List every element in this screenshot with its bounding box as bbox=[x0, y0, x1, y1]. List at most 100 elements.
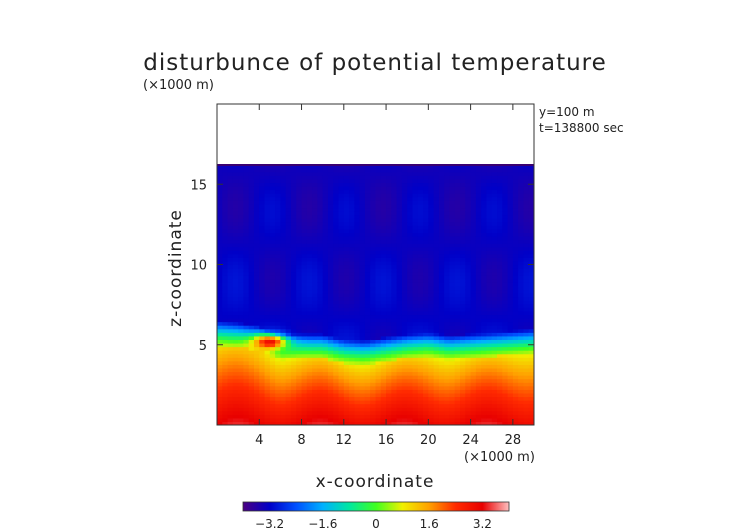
heatmap-cell bbox=[354, 253, 361, 258]
heatmap-cell bbox=[248, 378, 255, 383]
heatmap-cell bbox=[222, 239, 229, 244]
heatmap-cell bbox=[333, 328, 340, 333]
heatmap-cell bbox=[232, 389, 239, 394]
heatmap-cell bbox=[454, 239, 461, 244]
heatmap-cell bbox=[322, 289, 329, 294]
heatmap-cell bbox=[306, 321, 313, 326]
heatmap-cell bbox=[528, 203, 534, 209]
heatmap-cell bbox=[227, 296, 234, 301]
heatmap-cell bbox=[507, 314, 514, 319]
heatmap-cell bbox=[259, 389, 266, 394]
heatmap-cell bbox=[475, 257, 482, 262]
heatmap-cell bbox=[380, 282, 387, 287]
heatmap-cell bbox=[322, 228, 329, 233]
heatmap-cell bbox=[502, 178, 509, 184]
heatmap-cell bbox=[327, 264, 334, 269]
heatmap-cell bbox=[232, 410, 239, 415]
heatmap-cell bbox=[438, 414, 445, 419]
heatmap-cell bbox=[438, 417, 445, 423]
heatmap-cell bbox=[312, 417, 318, 423]
heatmap-cell bbox=[217, 211, 223, 216]
heatmap-cell bbox=[275, 396, 281, 401]
heatmap-cell bbox=[343, 342, 350, 348]
heatmap-cell bbox=[364, 378, 371, 383]
heatmap-cell bbox=[264, 407, 271, 412]
heatmap-cell bbox=[391, 253, 398, 258]
heatmap-cell bbox=[444, 400, 451, 405]
heatmap-cell bbox=[269, 303, 276, 308]
heatmap-cell bbox=[380, 385, 387, 390]
heatmap-cell bbox=[502, 325, 509, 330]
heatmap-cell bbox=[486, 235, 493, 241]
heatmap-cell bbox=[412, 171, 419, 176]
heatmap-cell bbox=[497, 339, 503, 344]
heatmap-cell bbox=[507, 264, 514, 269]
heatmap-cell bbox=[306, 353, 313, 358]
heatmap-cell bbox=[507, 310, 514, 316]
heatmap-cell bbox=[391, 371, 398, 376]
heatmap-cell bbox=[238, 264, 245, 269]
heatmap-cell bbox=[217, 260, 223, 266]
heatmap-cell bbox=[317, 171, 324, 176]
heatmap-cell bbox=[338, 250, 345, 255]
heatmap-cell bbox=[512, 268, 519, 273]
heatmap-cell bbox=[364, 385, 371, 390]
heatmap-cell bbox=[407, 335, 414, 340]
heatmap-cell bbox=[396, 421, 403, 425]
heatmap-cell bbox=[428, 296, 435, 301]
heatmap-cell bbox=[433, 225, 440, 230]
heatmap-cell bbox=[349, 325, 355, 330]
heatmap-cell bbox=[301, 296, 308, 301]
heatmap-cell bbox=[259, 314, 266, 319]
heatmap-cell bbox=[222, 282, 229, 287]
heatmap-cell bbox=[343, 346, 350, 351]
heatmap-cell bbox=[232, 246, 239, 251]
heatmap-cell bbox=[317, 360, 324, 365]
heatmap-cell bbox=[460, 278, 466, 283]
heatmap-cell bbox=[433, 278, 440, 283]
heatmap-cell bbox=[407, 314, 414, 319]
heatmap-cell bbox=[370, 268, 377, 273]
heatmap-cell bbox=[396, 285, 403, 291]
heatmap-cell bbox=[232, 318, 239, 323]
heatmap-cell bbox=[438, 207, 445, 212]
heatmap-cell bbox=[312, 218, 318, 223]
heatmap-cell bbox=[296, 225, 303, 230]
heatmap-cell bbox=[232, 364, 239, 369]
heatmap-cell bbox=[512, 282, 519, 287]
heatmap-cell bbox=[491, 178, 498, 184]
heatmap-cell bbox=[423, 196, 429, 201]
heatmap-cell bbox=[322, 310, 329, 316]
heatmap-cell bbox=[497, 218, 503, 223]
heatmap-cell bbox=[248, 228, 255, 233]
heatmap-cell bbox=[248, 364, 255, 369]
heatmap-cell bbox=[433, 353, 440, 358]
heatmap-cell bbox=[343, 196, 350, 201]
heatmap-cell bbox=[327, 303, 334, 308]
heatmap-cell bbox=[512, 314, 519, 319]
heatmap-cell bbox=[507, 385, 514, 390]
heatmap-cell bbox=[227, 211, 234, 216]
heatmap-cell bbox=[486, 243, 493, 248]
heatmap-cell bbox=[285, 253, 292, 258]
heatmap-cell bbox=[428, 367, 435, 373]
heatmap-cell bbox=[338, 225, 345, 230]
heatmap-cell bbox=[460, 260, 466, 266]
heatmap-cell bbox=[269, 257, 276, 262]
heatmap-cell bbox=[364, 175, 371, 180]
heatmap-cell bbox=[364, 285, 371, 291]
heatmap-cell bbox=[396, 182, 403, 187]
heatmap-cell bbox=[338, 328, 345, 333]
heatmap-cell bbox=[327, 193, 334, 198]
heatmap-cell bbox=[428, 211, 435, 216]
heatmap-cell bbox=[301, 232, 308, 237]
heatmap-cell bbox=[317, 403, 324, 408]
heatmap-cell bbox=[449, 253, 456, 258]
heatmap-cell bbox=[454, 364, 461, 369]
heatmap-cell bbox=[375, 339, 382, 344]
heatmap-cell bbox=[438, 325, 445, 330]
heatmap-cell bbox=[217, 189, 223, 194]
heatmap-cell bbox=[217, 168, 223, 173]
heatmap-cell bbox=[248, 218, 255, 223]
heatmap-cell bbox=[296, 164, 303, 169]
